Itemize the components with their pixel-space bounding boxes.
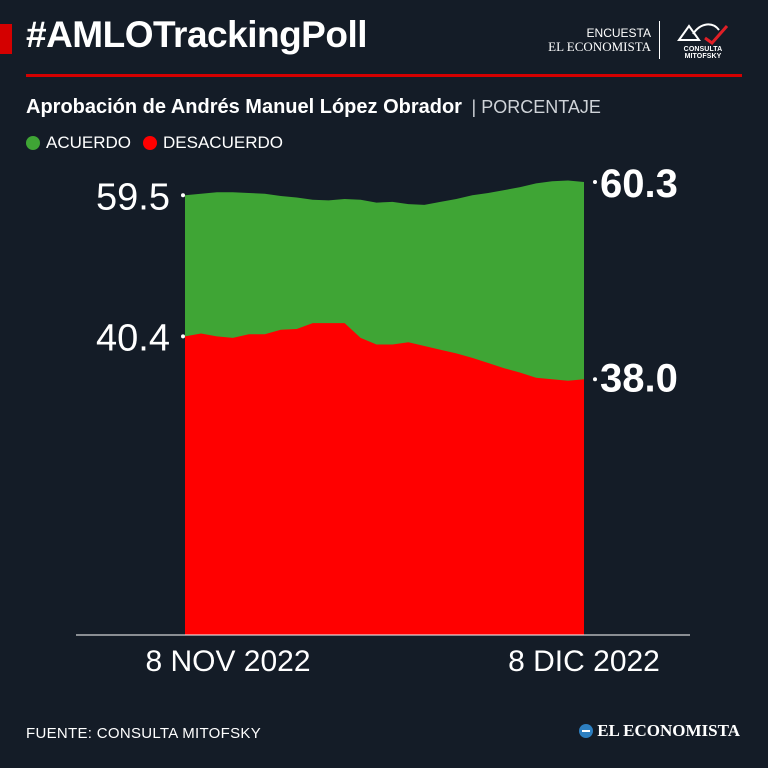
header-rule <box>26 74 742 77</box>
brand-line-2: EL ECONOMISTA <box>548 39 651 54</box>
subtitle-unit: | PORCENTAJE <box>471 97 601 117</box>
footer-logo-text: EL ECONOMISTA <box>597 721 740 740</box>
chart-subtitle: Aprobación de Andrés Manuel López Obrado… <box>26 96 601 119</box>
legend-swatch-acuerdo <box>26 136 40 150</box>
legend: ACUERDO DESACUERDO <box>26 133 295 153</box>
brand-block: ENCUESTA EL ECONOMISTA CONSULTA MITOFSKY <box>548 18 738 62</box>
el-economista-icon <box>579 724 594 738</box>
x-tick-label-end: 8 DIC 2022 <box>508 645 660 678</box>
brand-divider <box>659 21 660 59</box>
legend-label-acuerdo: ACUERDO <box>46 133 132 152</box>
series-area-desacuerdo <box>185 323 584 635</box>
end-marker-acuerdo <box>593 179 597 184</box>
mitofsky-logo: CONSULTA MITOFSKY <box>660 20 738 60</box>
legend-item-desacuerdo: DESACUERDO <box>143 133 283 153</box>
subtitle-main: Aprobación de Andrés Manuel López Obrado… <box>26 96 462 118</box>
start-label-desacuerdo: 40.4 <box>96 317 170 359</box>
start-label-acuerdo: 59.5 <box>96 176 170 218</box>
end-label-acuerdo: 60.3 <box>600 162 678 206</box>
mitofsky-label: CONSULTA MITOFSKY <box>683 46 723 60</box>
footer-source: FUENTE: CONSULTA MITOFSKY <box>26 725 262 742</box>
legend-label-desacuerdo: DESACUERDO <box>163 133 283 152</box>
legend-swatch-desacuerdo <box>143 136 158 150</box>
encuesta-brand: ENCUESTA EL ECONOMISTA <box>548 26 659 54</box>
footer-logo: EL ECONOMISTA <box>579 721 740 741</box>
legend-item-acuerdo: ACUERDO <box>26 133 131 153</box>
start-marker-acuerdo <box>181 193 185 198</box>
mitofsky-icon <box>677 23 729 46</box>
brand-line-1: ENCUESTA <box>586 26 651 40</box>
x-tick-label-start: 8 NOV 2022 <box>145 645 310 678</box>
end-marker-desacuerdo <box>593 377 597 382</box>
hashtag-title: #AMLOTrackingPoll <box>26 14 368 55</box>
end-label-desacuerdo: 38.0 <box>600 356 678 400</box>
accent-bar <box>0 24 12 54</box>
start-marker-desacuerdo <box>181 334 185 339</box>
